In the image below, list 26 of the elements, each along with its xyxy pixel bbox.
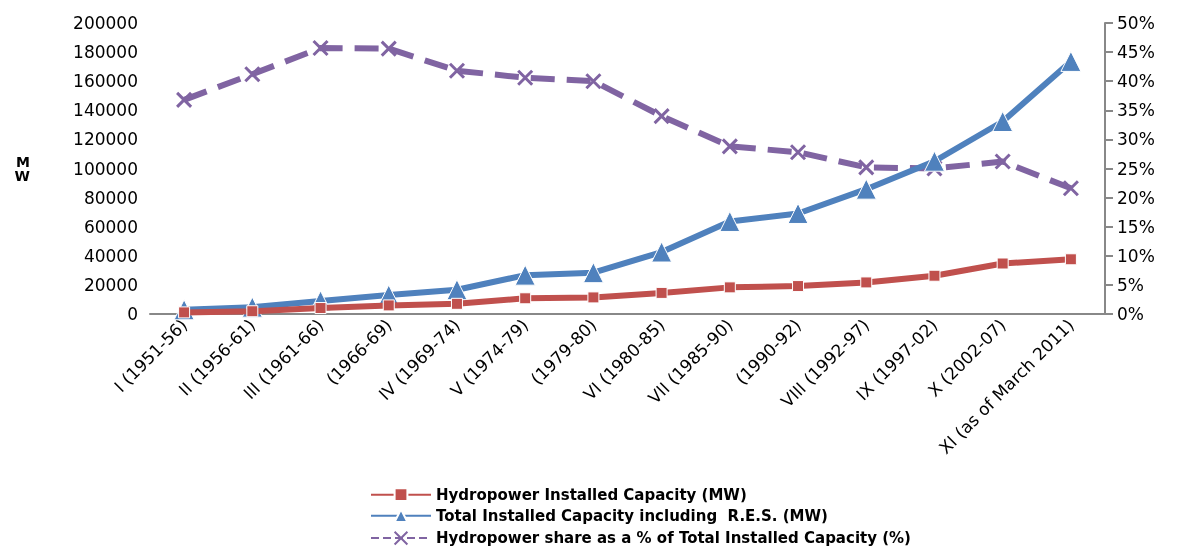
y-tick-label: 0 [127,304,138,324]
legend-label: Hydropower Installed Capacity (MW) [436,485,747,504]
y2-tick-label: 45% [1117,42,1155,63]
y-tick-label: 120000 [73,129,138,150]
y2-tick-label: 50% [1117,13,1155,33]
y2-tick-label: 25% [1117,158,1155,179]
legend-label: Total Installed Capacity including R.E.S. (MW) [436,506,828,525]
y2-tick-label: 10% [1117,245,1155,266]
y2-tick-label: 30% [1117,129,1155,150]
y2-tick-label: 40% [1117,71,1155,92]
y-tick-label: 180000 [73,42,138,63]
y2-tick-label: 20% [1117,187,1155,208]
legend-label: Hydropower share as a % of Total Installed Capacity (%) [436,529,911,548]
y2-tick-label: 0% [1117,304,1144,324]
y-tick-label: 80000 [83,187,138,208]
y-tick-label: 40000 [83,245,138,266]
y2-tick-label: 5% [1117,274,1144,295]
y-tick-label: 140000 [73,100,138,121]
y-tick-label: 60000 [83,216,138,237]
y-tick-label: 200000 [73,13,138,33]
y-tick-label: 160000 [73,71,138,92]
y2-tick-label: 35% [1117,100,1155,121]
y-tick-label: 20000 [83,274,138,295]
y-axis-title: MW [14,153,30,184]
y-tick-label: 100000 [73,158,138,179]
y2-tick-label: 15% [1117,216,1155,237]
